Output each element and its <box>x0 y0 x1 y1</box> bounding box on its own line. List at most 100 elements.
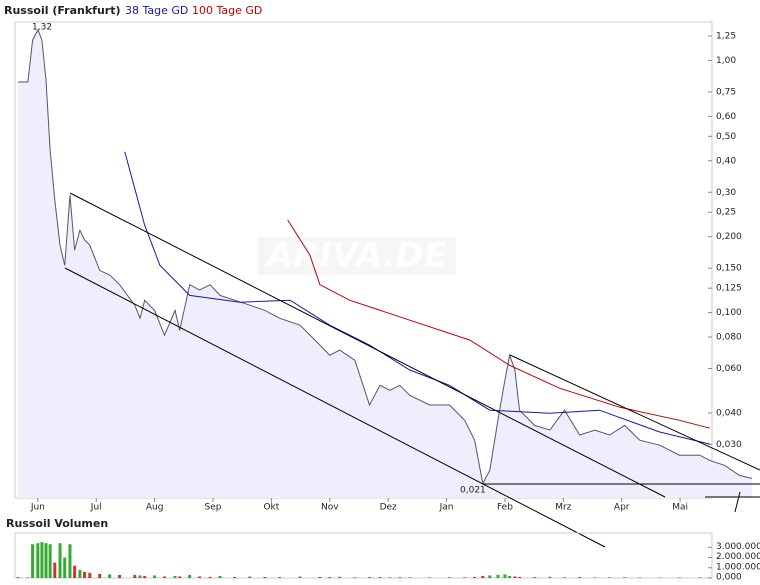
x-tick-label: Nov <box>321 503 339 513</box>
volume-bar <box>88 572 92 578</box>
volume-bar <box>198 576 202 578</box>
series-line <box>18 28 753 485</box>
volume-bar <box>263 576 267 578</box>
volume-bar <box>40 542 44 578</box>
watermark: ARIVA.DE <box>264 236 447 276</box>
volume-bar <box>163 576 167 578</box>
trend-line <box>64 267 606 548</box>
volume-bar <box>143 575 147 578</box>
x-tick-label: Feb <box>497 503 513 513</box>
volume-bar <box>98 573 102 578</box>
volume-bar <box>607 577 611 578</box>
volume-bar <box>503 574 507 578</box>
x-tick-label: Okt <box>263 503 279 513</box>
volume-bar <box>488 575 492 578</box>
y-tick-label: 0,50 <box>716 132 736 142</box>
volume-y-tick-label: 1.000.000 <box>716 562 760 572</box>
y-tick-label: 0,125 <box>716 284 742 294</box>
y-tick-label: 0,60 <box>716 112 736 122</box>
trend-line <box>509 354 760 471</box>
y-tick-label: 0,75 <box>716 87 736 97</box>
volume-bar <box>73 565 77 578</box>
chart-title: Russoil (Frankfurt) <box>4 4 120 17</box>
volume-bar <box>353 577 357 578</box>
volume-bar <box>16 576 20 578</box>
volume-bar <box>533 577 537 578</box>
watermark-box <box>258 237 456 275</box>
volume-bar <box>44 543 48 578</box>
volume-bar <box>473 576 477 578</box>
volume-bar <box>318 576 322 578</box>
volume-bar <box>218 575 222 578</box>
y-tick-label: 0,25 <box>716 208 736 218</box>
volume-bar <box>562 577 566 578</box>
main-plot <box>18 28 753 498</box>
volume-y-tick-label: 2.000.000 <box>716 552 760 562</box>
volume-frame <box>14 532 713 579</box>
volume-bar <box>678 577 682 578</box>
volume-title: Russoil Volumen <box>6 517 108 530</box>
x-tick-label: Jan <box>439 503 454 513</box>
y-tick-label: 0,040 <box>716 408 742 418</box>
trend-line <box>734 491 741 513</box>
volume-bar <box>518 576 522 578</box>
y-tick-label: 0,150 <box>716 264 742 274</box>
volume-bar <box>578 576 582 578</box>
y-tick-label: 0,100 <box>716 308 742 318</box>
volume-bar <box>173 575 177 578</box>
x-tick-label: Aug <box>146 503 164 513</box>
volume-bar <box>108 574 112 578</box>
annotation: 0,021 <box>460 486 486 496</box>
y-tick-label: 0,200 <box>716 232 742 242</box>
volume-bar <box>36 543 40 578</box>
y-tick-label: 1,00 <box>716 56 736 66</box>
volume-bar <box>638 577 642 578</box>
volume-bar <box>496 574 500 578</box>
volume-y-tick-label: 3.000.000 <box>716 542 760 552</box>
legend-entry: 38 Tage GD <box>125 4 188 17</box>
volume-bar <box>428 577 432 578</box>
volume-bar <box>118 574 122 578</box>
volume-bar <box>26 577 30 578</box>
volume-bar <box>138 575 142 578</box>
volume-bar <box>298 576 302 578</box>
x-tick-label: Dez <box>380 503 397 513</box>
volume-y-tick-label: 0,000 <box>716 573 742 583</box>
volume-bar <box>447 577 451 578</box>
volume-bar <box>398 577 402 578</box>
volume-bar <box>208 576 212 578</box>
volume-bar <box>233 576 237 578</box>
volume-bar <box>623 577 627 578</box>
volume-bar <box>508 575 512 578</box>
volume-bar <box>31 544 35 578</box>
x-tick-label: Mai <box>672 503 688 513</box>
volume-bar <box>408 577 412 578</box>
x-tick-label: Mrz <box>555 503 571 513</box>
volume-bar <box>338 576 342 578</box>
y-tick-label: 0,060 <box>716 364 742 374</box>
trend-lines <box>64 192 760 548</box>
series-line <box>124 151 711 445</box>
y-tick-label: 0,30 <box>716 188 736 198</box>
volume-bar <box>248 576 252 578</box>
price-area <box>18 30 752 498</box>
volume-bar <box>328 577 332 578</box>
volume-bar <box>513 576 517 578</box>
volume-bar <box>58 543 62 578</box>
volume-bar <box>78 569 82 578</box>
volume-bar <box>378 576 382 578</box>
series-line <box>287 219 711 429</box>
x-tick-label: Sep <box>205 503 222 513</box>
y-tick-label: 0,080 <box>716 333 742 343</box>
volume-bar <box>68 544 72 578</box>
volume-bar <box>367 577 371 578</box>
y-tick-label: 0,030 <box>716 440 742 450</box>
volume-bar <box>388 577 392 578</box>
volume-bar <box>63 557 67 578</box>
volume-bar <box>53 562 57 578</box>
legend-entry: 100 Tage GD <box>192 4 262 17</box>
annotation: 1,32 <box>32 23 52 33</box>
volume-bar <box>153 575 157 578</box>
trend-line <box>69 192 666 498</box>
